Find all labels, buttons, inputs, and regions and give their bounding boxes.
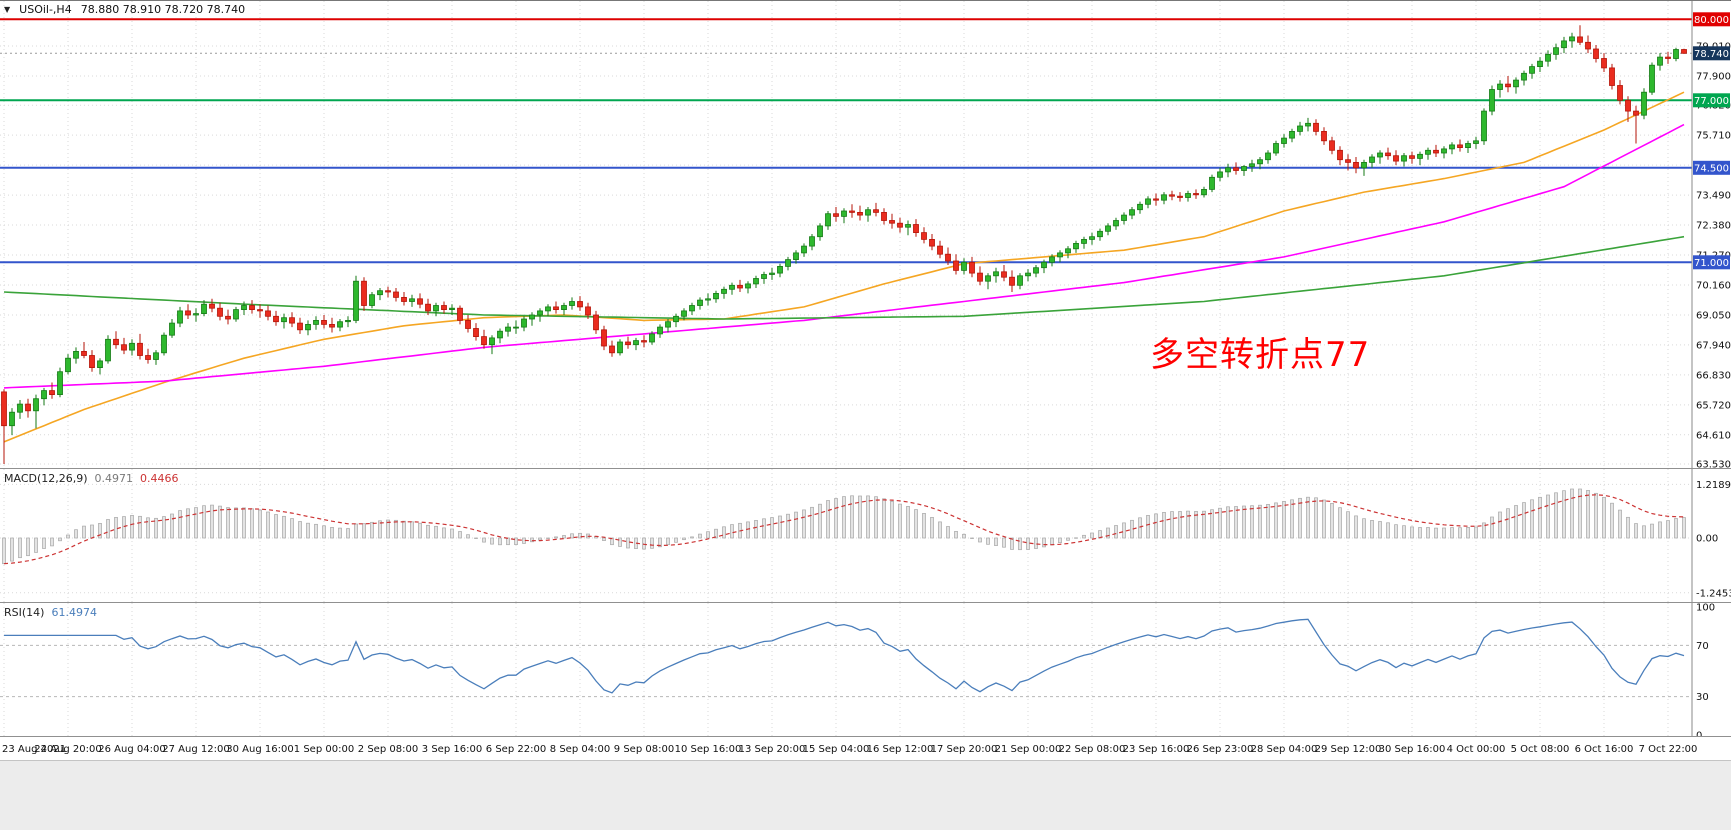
macd-indicator-pane[interactable]: 1.2189 0.00 -1.2453 MACD(12,26,9) 0.4971 0… [0, 468, 1731, 602]
svg-text:71.000: 71.000 [1694, 258, 1729, 269]
svg-text:8 Sep 04:00: 8 Sep 04:00 [550, 744, 610, 755]
macd-signal-line [3, 494, 1685, 565]
svg-text:78.740: 78.740 [1694, 49, 1729, 60]
chart-header: ▼ USOil-,H4 78.880 78.910 78.720 78.740 [4, 3, 245, 16]
grid-layer [0, 1, 1692, 468]
svg-text:0.00: 0.00 [1696, 534, 1718, 545]
svg-text:10 Sep 16:00: 10 Sep 16:00 [675, 744, 742, 755]
svg-text:64.610: 64.610 [1696, 430, 1731, 441]
candles-layer [1, 25, 1687, 464]
ma-line-slow-green [3, 235, 1685, 320]
svg-text:30 Sep 16:00: 30 Sep 16:00 [1379, 744, 1446, 755]
price-badges: 80.000 78.740 77.000 74.500 71.000 [1693, 12, 1730, 270]
svg-text:1.2189: 1.2189 [1696, 480, 1731, 491]
svg-text:-1.2453: -1.2453 [1696, 588, 1731, 599]
rsi-grid [0, 603, 1692, 736]
macd-label-row: MACD(12,26,9) 0.4971 0.4466 [4, 472, 179, 485]
svg-text:15 Sep 04:00: 15 Sep 04:00 [803, 744, 870, 755]
svg-text:77.900: 77.900 [1696, 72, 1731, 83]
macd-indicator-name: MACD(12,26,9) [4, 472, 88, 485]
macd-histogram [2, 488, 1686, 565]
annotation-text: 多空转折点77 [1150, 335, 1371, 375]
symbol-period-label: USOil-,H4 [19, 3, 72, 16]
svg-text:22 Sep 08:00: 22 Sep 08:00 [1059, 744, 1126, 755]
ohlc-values-label: 78.880 78.910 78.720 78.740 [80, 3, 246, 16]
rsi-label-row: RSI(14) 61.4974 [4, 606, 97, 619]
svg-text:70: 70 [1696, 641, 1709, 652]
svg-text:6 Sep 22:00: 6 Sep 22:00 [486, 744, 546, 755]
svg-text:2 Sep 08:00: 2 Sep 08:00 [358, 744, 418, 755]
macd-signal-value: 0.4466 [140, 472, 179, 485]
svg-text:27 Aug 12:00: 27 Aug 12:00 [162, 744, 229, 755]
collapse-triangle-icon[interactable]: ▼ [4, 5, 11, 14]
svg-text:9 Sep 08:00: 9 Sep 08:00 [614, 744, 674, 755]
main-chart-pane[interactable]: 79.01077.90076.82075.71073.49072.38071.2… [0, 1, 1731, 468]
svg-text:100: 100 [1696, 603, 1715, 614]
svg-text:70.160: 70.160 [1696, 281, 1731, 292]
svg-text:77.000: 77.000 [1694, 96, 1729, 107]
svg-text:24 Aug 20:00: 24 Aug 20:00 [34, 744, 101, 755]
svg-text:26 Aug 04:00: 26 Aug 04:00 [98, 744, 165, 755]
rsi-indicator-pane[interactable]: 100 70 30 0 RSI(14) 61.4974 [0, 602, 1731, 736]
svg-text:0: 0 [1696, 731, 1702, 737]
svg-text:30 Aug 16:00: 30 Aug 16:00 [226, 744, 293, 755]
macd-axis-labels: 1.2189 0.00 -1.2453 [1696, 480, 1731, 599]
rsi-indicator-name: RSI(14) [4, 606, 45, 619]
svg-text:74.500: 74.500 [1694, 163, 1729, 174]
svg-text:28 Sep 04:00: 28 Sep 04:00 [1251, 744, 1318, 755]
rsi-axis-labels: 100 70 30 0 [1696, 603, 1715, 736]
svg-text:65.720: 65.720 [1696, 400, 1731, 411]
svg-text:72.380: 72.380 [1696, 221, 1731, 232]
svg-text:75.710: 75.710 [1696, 131, 1731, 142]
macd-chart-canvas[interactable]: 1.2189 0.00 -1.2453 [0, 469, 1731, 602]
svg-text:30: 30 [1696, 692, 1709, 703]
svg-text:4 Oct 00:00: 4 Oct 00:00 [1447, 744, 1506, 755]
ma-line-fast-orange [3, 91, 1685, 443]
svg-text:73.490: 73.490 [1696, 191, 1731, 202]
svg-text:7 Oct 22:00: 7 Oct 22:00 [1639, 744, 1698, 755]
window-footer-space [0, 760, 1731, 830]
svg-text:5 Oct 08:00: 5 Oct 08:00 [1511, 744, 1570, 755]
svg-text:26 Sep 23:00: 26 Sep 23:00 [1187, 744, 1254, 755]
rsi-line [4, 618, 1685, 694]
svg-text:63.530: 63.530 [1696, 460, 1731, 469]
time-axis[interactable]: 23 Aug 2021 24 Aug 20:00 26 Aug 04:00 27 Au… [0, 736, 1731, 760]
svg-text:66.830: 66.830 [1696, 370, 1731, 381]
svg-text:23 Sep 16:00: 23 Sep 16:00 [1123, 744, 1190, 755]
svg-text:1 Sep 00:00: 1 Sep 00:00 [294, 744, 354, 755]
candlestick-chart-canvas[interactable]: 79.01077.90076.82075.71073.49072.38071.2… [0, 1, 1731, 468]
moving-averages-layer [3, 91, 1685, 443]
svg-text:29 Sep 12:00: 29 Sep 12:00 [1315, 744, 1382, 755]
svg-text:3 Sep 16:00: 3 Sep 16:00 [422, 744, 482, 755]
svg-text:23 Aug 2021: 23 Aug 2021 [2, 744, 66, 755]
macd-main-value: 0.4971 [94, 472, 134, 485]
svg-text:69.050: 69.050 [1696, 311, 1731, 322]
svg-text:16 Sep 12:00: 16 Sep 12:00 [867, 744, 934, 755]
rsi-chart-canvas[interactable]: 100 70 30 0 [0, 603, 1731, 736]
svg-text:67.940: 67.940 [1696, 340, 1731, 351]
svg-text:17 Sep 20:00: 17 Sep 20:00 [931, 744, 998, 755]
svg-text:6 Oct 16:00: 6 Oct 16:00 [1575, 744, 1634, 755]
rsi-value: 61.4974 [51, 606, 97, 619]
svg-text:13 Sep 20:00: 13 Sep 20:00 [739, 744, 806, 755]
svg-text:80.000: 80.000 [1694, 15, 1729, 26]
svg-text:21 Sep 00:00: 21 Sep 00:00 [995, 744, 1062, 755]
horizontal-level-lines[interactable] [0, 18, 1692, 264]
ma-line-mid-magenta [3, 123, 1685, 389]
